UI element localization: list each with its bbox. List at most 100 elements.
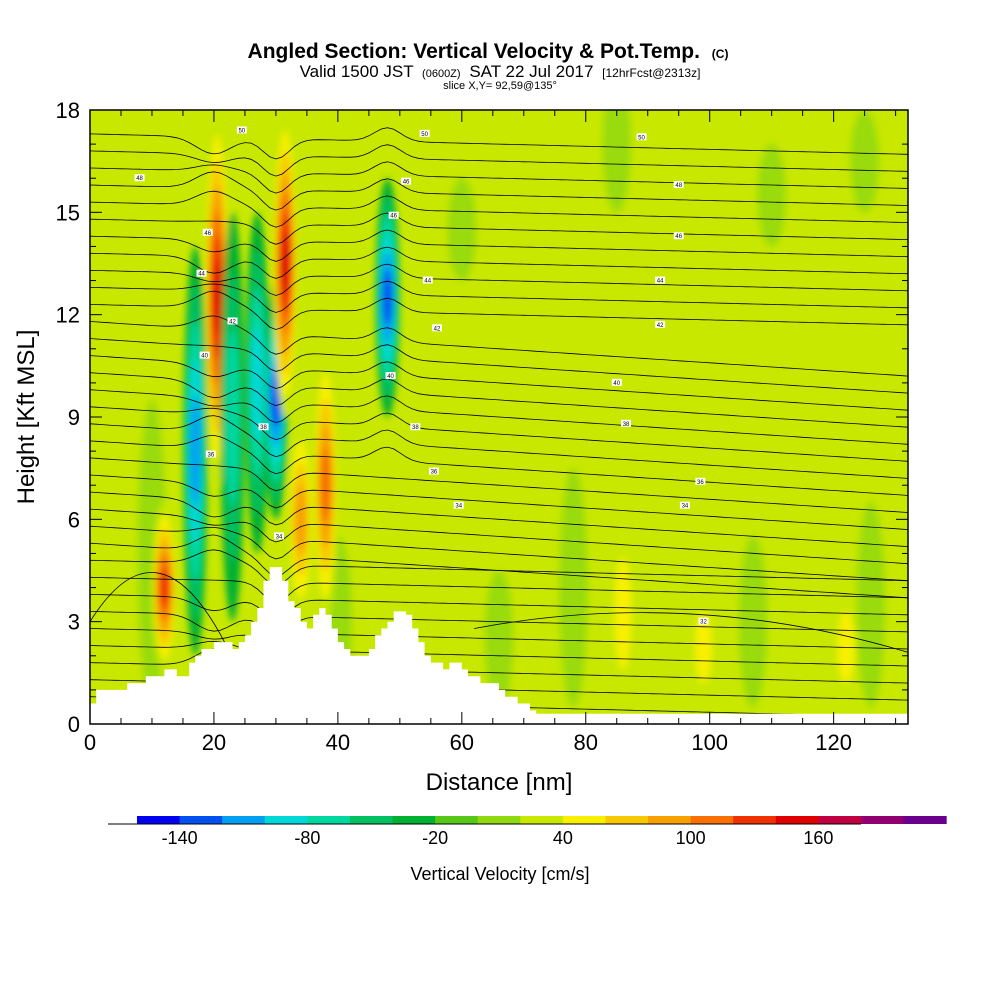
contour-label: 44 (424, 279, 431, 285)
velocity-core (251, 326, 264, 440)
contour-label-bg (695, 477, 706, 485)
colorbar-segment (477, 816, 521, 824)
isentrope-line (90, 212, 908, 245)
velocity-core (294, 485, 307, 554)
contour-label: 40 (613, 381, 620, 387)
isentrope-line (90, 246, 908, 279)
velocity-swath (850, 110, 879, 213)
isentrope-line (90, 594, 908, 620)
colorbar-segment (349, 816, 394, 824)
velocity-swath (856, 502, 885, 707)
contour-label: 44 (198, 272, 205, 278)
isentrope-line (90, 491, 908, 547)
y-tick-label: 6 (68, 507, 80, 532)
contour-label: 40 (201, 354, 208, 360)
y-axis-label: Height [Kft MSL] (13, 330, 40, 505)
colorbar-tick-label: 40 (553, 828, 573, 848)
contour-label: 38 (412, 425, 419, 431)
isentrope-line (474, 612, 908, 653)
colorbar-segment (690, 816, 734, 824)
chart-title: Angled Section: Vertical Velocity & Pot.… (248, 40, 729, 63)
velocity-core (159, 567, 170, 608)
contour-label-bg (679, 501, 690, 509)
contour-label-bg (258, 423, 269, 431)
colorbar-segment (775, 816, 819, 824)
y-tick-label: 9 (68, 405, 80, 430)
contour-label: 42 (434, 326, 441, 332)
isentrope-line (90, 290, 908, 330)
isentrope-line (90, 474, 908, 530)
isentrope-line (90, 144, 908, 177)
contour-label-bg (227, 317, 238, 325)
y-tick-label: 3 (68, 610, 80, 635)
contour-label: 36 (207, 453, 214, 459)
isentrope-line (90, 372, 908, 428)
x-tick-label: 20 (202, 730, 226, 755)
contour-label: 50 (421, 132, 428, 138)
velocity-core (280, 232, 291, 295)
contour-label: 40 (387, 374, 394, 380)
slice-label: slice X,Y= 92,59@135° (443, 80, 557, 92)
y-tick-label: 18 (56, 98, 80, 123)
velocity-core (189, 395, 201, 507)
contour-label-bg (428, 467, 439, 475)
colorbar-segment (733, 816, 777, 824)
contour-label-bg (636, 133, 647, 141)
contour-label-bg (385, 372, 396, 380)
contour-label: 36 (431, 470, 438, 476)
velocity-swath (739, 536, 768, 707)
x-axis-label: Distance [nm] (426, 769, 573, 796)
colorbar-segment (222, 816, 266, 824)
colorbar-segment (818, 816, 862, 824)
isentrope-line (90, 434, 908, 496)
contour-label: 48 (675, 183, 682, 189)
contour-label: 50 (638, 135, 645, 141)
isentrope-line (90, 457, 908, 513)
velocity-core (212, 260, 222, 336)
isentrope-line (90, 355, 908, 411)
colorbar-tick-label: 160 (803, 828, 833, 848)
colorbar-segment (179, 816, 223, 824)
contour-label: 36 (697, 480, 704, 486)
isentrope-line (90, 161, 908, 194)
contour-label-bg (401, 177, 412, 185)
isentrope-line (90, 572, 227, 646)
isentrope-line (90, 406, 908, 462)
velocity-core (695, 611, 712, 684)
velocity-swath (602, 110, 631, 213)
isentrope-line (90, 338, 908, 394)
contour-label-bg (655, 320, 666, 328)
colorbar-tick-label: 100 (676, 828, 706, 848)
colorbar-segment (392, 816, 436, 824)
contour-label-bg (236, 126, 247, 134)
colorbar-segment (605, 816, 649, 824)
velocity-swath (559, 468, 588, 707)
contour-label: 34 (682, 504, 689, 510)
contour-label: 44 (657, 279, 664, 285)
contour-label-bg (410, 423, 421, 431)
isentrope-line (90, 508, 908, 565)
colorbar-tick-label: -80 (294, 828, 320, 848)
contour-label-bg (453, 501, 464, 509)
vertical-velocity-field (137, 110, 885, 707)
velocity-swath (757, 144, 786, 247)
contour-label-bg (202, 228, 213, 236)
y-tick-label: 15 (56, 200, 80, 225)
velocity-bands (137, 110, 885, 707)
title-block: Angled Section: Vertical Velocity & Pot.… (248, 40, 729, 92)
isentrope-line (90, 229, 908, 262)
contour-label: 34 (276, 534, 283, 540)
x-tick-label: 80 (574, 730, 598, 755)
plot-area: 48 50 50 50 46 48 46 46 46 44 44 44 42 42 42 40 40 40 38 38… (90, 110, 908, 724)
colorbar (108, 816, 947, 825)
contour-label-bg (621, 419, 632, 427)
contour-label: 32 (700, 620, 707, 626)
colorbar-segment (307, 816, 351, 824)
velocity-core (225, 329, 240, 505)
contour-label: 38 (260, 425, 267, 431)
contour-label-bg (205, 450, 216, 458)
contour-label-bg (199, 351, 210, 359)
colorbar-segment (264, 816, 308, 824)
